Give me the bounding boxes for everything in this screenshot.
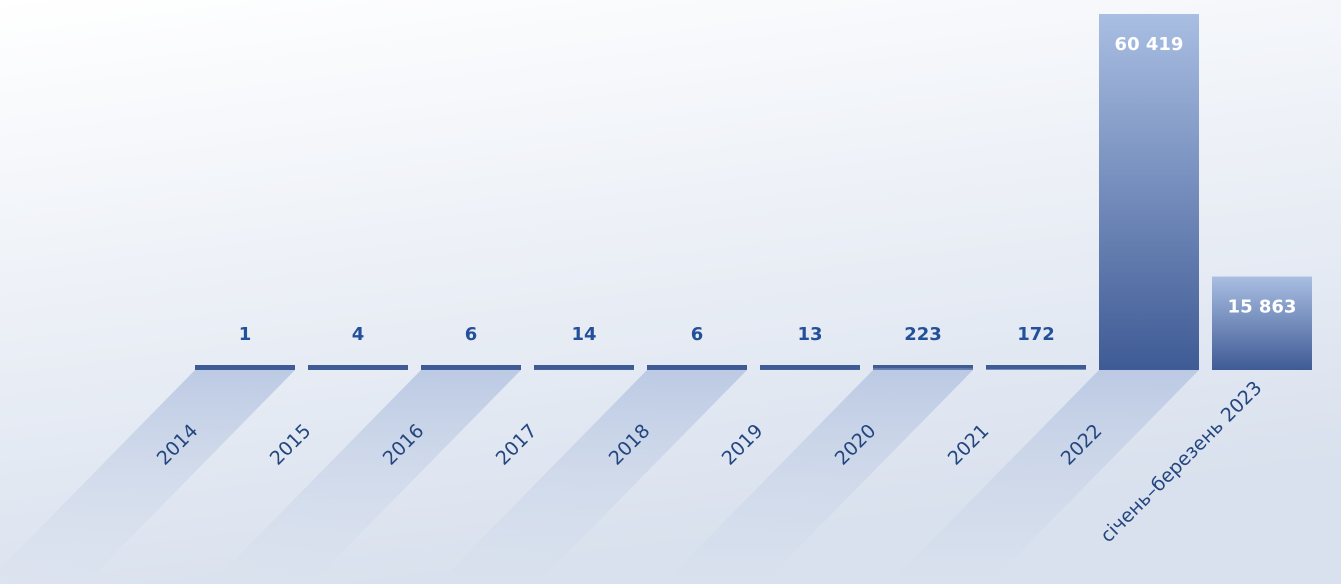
bar (1212, 277, 1312, 370)
value-label: 13 (797, 324, 822, 345)
bar (986, 369, 1086, 370)
base-strip (534, 365, 634, 370)
value-label: 4 (352, 324, 365, 345)
value-label: 172 (1017, 324, 1055, 345)
base-strip (760, 365, 860, 370)
value-label: 1 (239, 324, 252, 345)
base-strip (421, 365, 521, 370)
value-label: 223 (904, 324, 942, 345)
value-label: 15 863 (1228, 297, 1297, 318)
value-label: 6 (691, 324, 704, 345)
value-label: 6 (465, 324, 478, 345)
base-strip (308, 365, 408, 370)
value-label: 14 (571, 324, 596, 345)
bar (873, 369, 973, 370)
bar (1099, 14, 1199, 370)
value-label: 60 419 (1115, 34, 1184, 55)
base-strip (195, 365, 295, 370)
base-strip (647, 365, 747, 370)
